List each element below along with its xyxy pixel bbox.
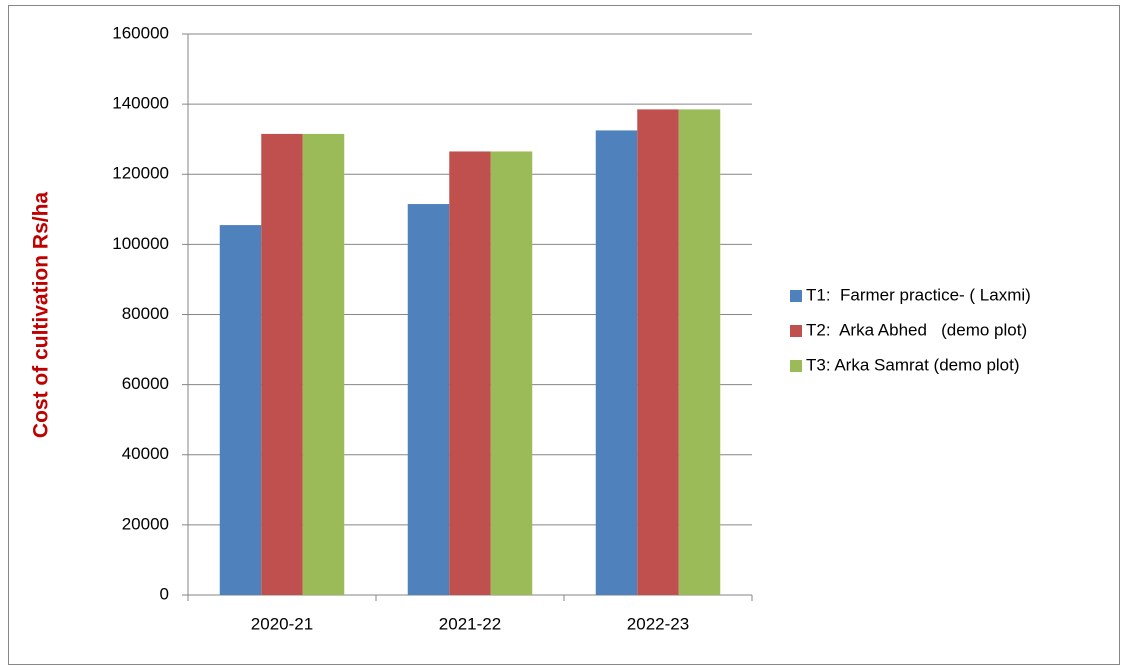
y-axis-label: Cost of cultivation Rs/ha xyxy=(30,192,53,439)
bar xyxy=(449,151,491,595)
legend-swatch xyxy=(790,325,802,337)
bar xyxy=(261,133,303,595)
legend-swatch xyxy=(790,360,802,372)
y-tick-label: 160000 xyxy=(112,23,169,42)
legend-swatch xyxy=(790,290,802,302)
legend-label: T2: Arka Abhed (demo plot) xyxy=(806,320,1027,339)
y-tick-label: 20000 xyxy=(122,514,169,533)
y-tick-label: 0 xyxy=(160,584,169,603)
y-tick-label: 100000 xyxy=(112,234,169,253)
bar xyxy=(678,109,721,596)
x-tick-label: 2021-22 xyxy=(439,614,501,633)
bar xyxy=(407,204,450,595)
y-tick-label: 120000 xyxy=(112,164,169,183)
bar xyxy=(595,130,638,595)
x-tick-label: 2020-21 xyxy=(251,614,313,633)
y-tick-label: 80000 xyxy=(122,304,169,323)
bar xyxy=(637,109,679,596)
bar xyxy=(219,225,262,595)
y-tick-label: 140000 xyxy=(112,94,169,113)
y-tick-label: 60000 xyxy=(122,374,169,393)
x-tick-label: 2022-23 xyxy=(627,614,689,633)
chart-border xyxy=(8,5,1120,665)
y-tick-label: 40000 xyxy=(122,444,169,463)
legend-label: T3: Arka Samrat (demo plot) xyxy=(806,355,1020,374)
bar xyxy=(490,151,533,595)
bar xyxy=(302,133,345,595)
legend-label: T1: Farmer practice- ( Laxmi) xyxy=(806,285,1031,304)
